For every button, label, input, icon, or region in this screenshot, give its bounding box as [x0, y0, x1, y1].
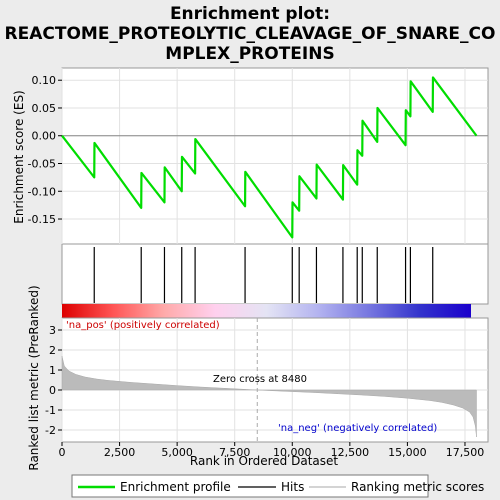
es-y-tick-label: -0.10: [28, 185, 56, 198]
neg-correlated-label: 'na_neg' (negatively correlated): [278, 423, 437, 434]
legend-enrichment-label: Enrichment profile: [120, 480, 231, 494]
zero-cross-label: Zero cross at 8480: [213, 374, 307, 385]
es-y-tick-label: 0.10: [32, 74, 57, 87]
legend-hits-label: Hits: [281, 480, 304, 494]
metric-y-tick-label: 1: [49, 364, 56, 377]
x-tick-label: 2,500: [104, 446, 136, 459]
x-tick-label: 0: [59, 446, 66, 459]
metric-y-axis-label: Ranked list metric (PreRanked): [27, 285, 41, 470]
hits-panel: [62, 244, 488, 304]
metric-y-axis: -2 -1 0 1 2 3: [45, 324, 62, 437]
es-y-tick-label: 0.00: [32, 130, 57, 143]
chart-title-line-3: MPLEX_PROTEINS: [165, 44, 334, 64]
es-y-axis: -0.15 -0.10 -0.05 0.00 0.05 0.10: [28, 74, 62, 226]
heat-bar: [62, 304, 471, 318]
es-panel: [62, 68, 488, 244]
metric-y-tick-label: -2: [45, 424, 56, 437]
metric-y-tick-label: -1: [45, 404, 56, 417]
es-y-tick-label: -0.15: [28, 213, 56, 226]
legend-metric-label: Ranking metric scores: [351, 480, 484, 494]
metric-y-tick-label: 0: [49, 384, 56, 397]
metric-y-tick-label: 2: [49, 344, 56, 357]
es-y-tick-label: 0.05: [32, 102, 57, 115]
x-tick-label: 15,000: [388, 446, 427, 459]
es-y-tick-label: -0.05: [28, 157, 56, 170]
chart-title-line-2: REACTOME_PROTEOLYTIC_CLEAVAGE_OF_SNARE_C…: [5, 24, 496, 44]
x-tick-label: 5,000: [161, 446, 193, 459]
x-tick-label: 17,500: [446, 446, 485, 459]
pos-correlated-label: 'na_pos' (positively correlated): [66, 320, 220, 331]
metric-y-tick-label: 3: [49, 324, 56, 337]
es-y-axis-label: Enrichment score (ES): [12, 90, 26, 223]
x-axis-label: Rank in Ordered Dataset: [190, 454, 338, 468]
chart-title-line-1: Enrichment plot:: [170, 4, 330, 24]
